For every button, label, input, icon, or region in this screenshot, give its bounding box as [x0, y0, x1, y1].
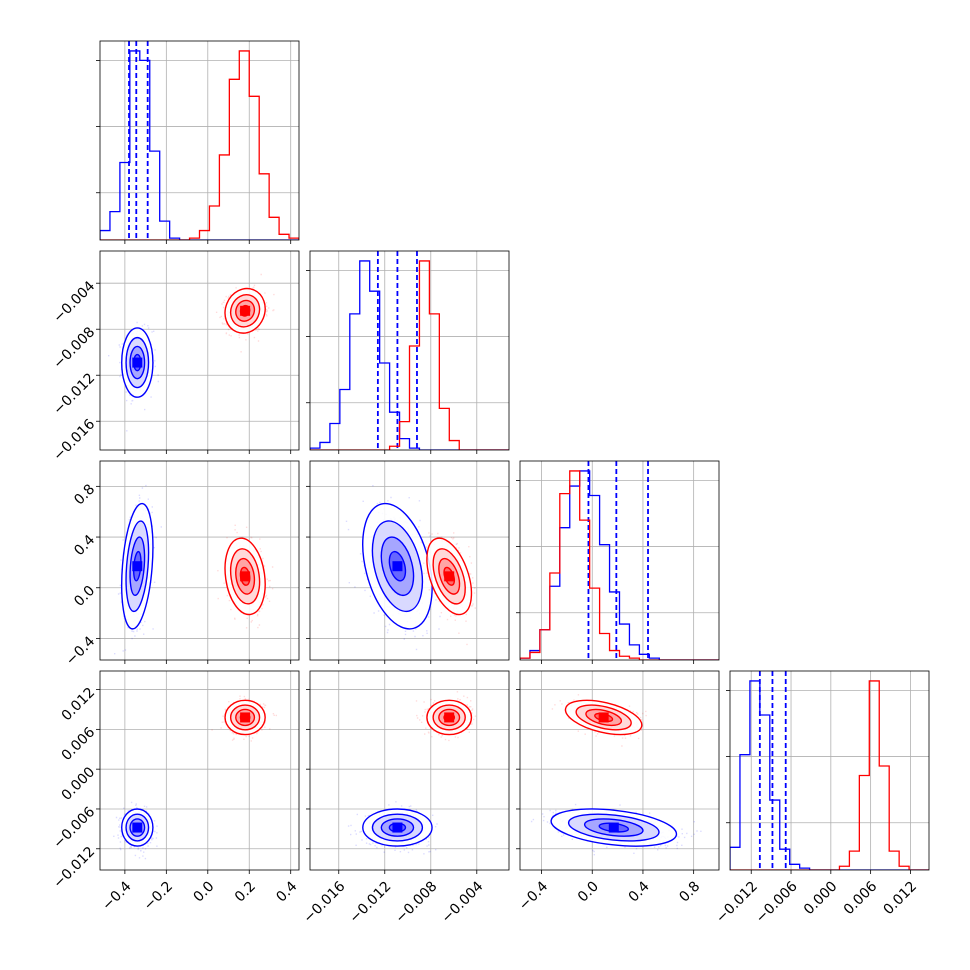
y-tick-label: 0.4 — [71, 532, 98, 559]
panel-frame — [519, 460, 720, 661]
x-tick-label: 0.2 — [232, 878, 259, 905]
panel-frame — [99, 250, 300, 451]
density-peak-series-0 — [608, 822, 619, 833]
x-tick-label: −0.012 — [713, 878, 761, 926]
panel-content — [730, 671, 929, 870]
density-peak-series-1 — [240, 712, 251, 723]
y-tick-label: −0.4 — [63, 633, 98, 668]
density-peak-series-0 — [132, 822, 143, 833]
x-tick-label: −0.2 — [141, 878, 176, 913]
x-tick-label: 0.4 — [626, 878, 653, 905]
histogram-series-1 — [310, 260, 509, 450]
panel-content — [114, 484, 274, 655]
panel-content — [108, 273, 275, 432]
panel-frame — [519, 670, 720, 871]
panel-frame — [729, 670, 930, 871]
density-peak-series-1 — [444, 571, 455, 582]
panel-content — [347, 691, 477, 855]
panel-content — [310, 251, 509, 450]
y-tick-label: −0.006 — [50, 804, 98, 852]
panel-2-2 — [516, 460, 720, 664]
panel-frame — [99, 40, 300, 241]
x-tick-label: −0.4 — [516, 878, 551, 913]
x-tick-label: 0.000 — [801, 878, 841, 918]
y-tick-label: −0.004 — [50, 278, 98, 326]
panel-frame — [309, 460, 510, 661]
panel-1-1 — [306, 250, 510, 454]
x-tick-label: 0.006 — [841, 878, 881, 918]
x-tick-label: 0.8 — [676, 878, 703, 905]
density-peak-series-1 — [240, 305, 251, 316]
y-tick-label: −0.012 — [50, 370, 98, 418]
x-tick-label: −0.008 — [393, 878, 441, 926]
panel-frame — [309, 670, 510, 871]
histogram-series-1 — [520, 470, 719, 660]
panel-3-0: −0.4 −0.2 0.0 0.2 0.4 −0.012−0.0060.0000.0060… — [50, 670, 301, 914]
density-peak-series-0 — [392, 822, 403, 833]
histogram-series-1 — [100, 50, 299, 240]
panel-3-3: −0.012−0.006 0.000 0.006 0.012 — [713, 670, 930, 926]
x-tick-label: −0.012 — [347, 878, 395, 926]
histogram-series-0 — [520, 470, 719, 660]
y-tick-label: 0.012 — [59, 685, 99, 725]
panel-frame — [309, 250, 510, 451]
histogram-series-1 — [730, 680, 929, 870]
density-peak-series-0 — [132, 561, 143, 572]
panel-frame — [99, 670, 300, 871]
panel-3-1: −0.016−0.012−0.008−0.004 — [301, 670, 510, 926]
panel-3-2: −0.4 0.0 0.4 0.8 — [516, 670, 720, 914]
histogram-series-0 — [730, 680, 929, 870]
panel-content — [113, 695, 277, 860]
y-tick-label: 0.8 — [71, 481, 98, 508]
x-tick-label: 0.0 — [190, 878, 217, 905]
density-peak-series-1 — [444, 712, 455, 723]
x-tick-label: −0.006 — [753, 878, 801, 926]
panel-content — [530, 694, 702, 856]
y-tick-label: 0.006 — [59, 724, 99, 764]
density-peak-series-0 — [132, 357, 143, 368]
x-tick-label: −0.004 — [439, 878, 487, 926]
x-tick-label: −0.4 — [99, 878, 134, 913]
histogram-series-0 — [310, 260, 509, 450]
x-tick-label: −0.016 — [301, 878, 349, 926]
panel-1-0: −0.016−0.012−0.008−0.004 — [50, 250, 300, 464]
panel-content — [100, 41, 299, 240]
y-tick-label: −0.008 — [50, 324, 98, 372]
y-tick-label: 0.000 — [59, 764, 99, 804]
histogram-series-0 — [100, 50, 299, 240]
panel-content — [520, 461, 719, 660]
panel-content — [345, 485, 476, 651]
density-peak-series-0 — [392, 561, 403, 572]
panel-frame — [99, 460, 300, 661]
density-peak-series-1 — [240, 571, 251, 582]
panel-2-0: −0.4 0.0 0.4 0.8 — [63, 460, 300, 669]
y-tick-label: −0.012 — [50, 844, 98, 892]
y-tick-label: −0.016 — [50, 416, 98, 464]
y-tick-label: 0.0 — [71, 583, 98, 610]
x-tick-label: 0.0 — [575, 878, 602, 905]
x-tick-label: 0.012 — [881, 878, 921, 918]
density-peak-series-1 — [598, 712, 609, 723]
panel-2-1 — [306, 460, 510, 664]
panel-0-0 — [96, 40, 300, 244]
x-tick-label: 0.4 — [273, 878, 300, 905]
